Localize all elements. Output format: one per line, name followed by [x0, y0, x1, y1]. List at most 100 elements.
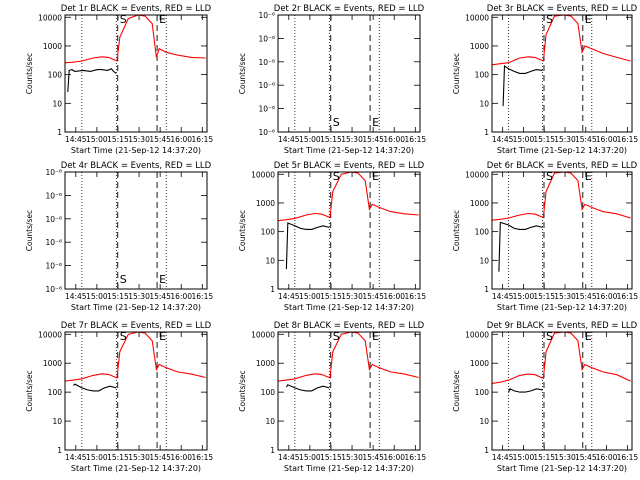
x-tick-label: 15:00 — [299, 135, 321, 144]
x-axis-label: Start Time (21-Sep-12 14:37:20) — [497, 146, 627, 155]
x-tick-label: 15:15 — [320, 453, 342, 462]
plot-frame — [491, 171, 633, 290]
x-axis-label: Start Time (21-Sep-12 14:37:20) — [284, 146, 414, 155]
lld-series-line — [277, 171, 419, 222]
end-marker: E — [372, 116, 379, 129]
x-tick-label: 14:45 — [65, 453, 87, 462]
x-tick-label: 16:15 — [405, 292, 427, 301]
y-tick-label: 10 — [265, 256, 275, 265]
y-tick-label: 10⁻⁶ — [45, 168, 62, 177]
y-tick-label: 10 — [479, 256, 489, 265]
x-tick-label: 14:45 — [278, 292, 300, 301]
x-axis-label: Start Time (21-Sep-12 14:37:20) — [284, 464, 414, 473]
panel-title: Det 1r BLACK = Events, RED = LLD — [61, 4, 212, 14]
x-tick-label: 15:30 — [128, 292, 150, 301]
x-tick-label: 16:15 — [192, 135, 214, 144]
y-tick-label: 1 — [484, 446, 489, 455]
x-tick-label: 15:00 — [86, 135, 108, 144]
panel-title: Det 4r BLACK = Events, RED = LLD — [61, 161, 212, 171]
x-tick-label: 16:00 — [170, 135, 192, 144]
end-marker: E — [159, 273, 166, 286]
y-tick-label: 10⁻⁶ — [258, 34, 275, 43]
y-tick-label: 10⁻⁶ — [258, 58, 275, 67]
y-tick-label: 10⁻⁶ — [45, 191, 62, 200]
x-tick-label: 15:00 — [513, 453, 535, 462]
start-marker: S — [120, 273, 127, 286]
panel-title: Det 3r BLACK = Events, RED = LLD — [487, 4, 638, 14]
x-tick-label: 16:15 — [192, 453, 214, 462]
x-tick-label: 15:30 — [341, 135, 363, 144]
x-axis-label: Start Time (21-Sep-12 14:37:20) — [71, 303, 201, 312]
x-tick-label: 15:30 — [341, 292, 363, 301]
y-tick-label: 100 — [261, 228, 276, 237]
x-axis-label: Start Time (21-Sep-12 14:37:20) — [71, 464, 201, 473]
x-tick-label: 16:00 — [383, 135, 405, 144]
y-tick-label: 1 — [270, 446, 275, 455]
plot-frame — [277, 14, 421, 133]
y-axis-label: Counts/sec — [452, 370, 461, 411]
events-series-line — [73, 383, 117, 392]
y-tick-label: 10000 — [465, 330, 489, 339]
x-tick-label: 16:00 — [383, 453, 405, 462]
x-tick-label: 15:45 — [362, 135, 384, 144]
x-tick-label: 15:45 — [362, 453, 384, 462]
panel-title: Det 7r BLACK = Events, RED = LLD — [61, 321, 212, 331]
x-tick-label: 15:30 — [128, 453, 150, 462]
x-tick-label: 15:45 — [149, 292, 171, 301]
end-marker: E — [372, 330, 379, 343]
y-tick-label: 10000 — [251, 170, 275, 179]
y-tick-label: 100 — [475, 228, 490, 237]
end-marker: E — [585, 330, 592, 343]
x-axis-label: Start Time (21-Sep-12 14:37:20) — [497, 464, 627, 473]
x-tick-label: 15:15 — [107, 453, 129, 462]
y-tick-label: 1000 — [256, 199, 275, 208]
x-tick-label: 15:00 — [299, 292, 321, 301]
end-marker: E — [159, 330, 166, 343]
y-tick-label: 1000 — [470, 359, 489, 368]
x-tick-label: 14:45 — [278, 135, 300, 144]
plot-frame — [64, 171, 208, 290]
x-tick-label: 15:15 — [107, 135, 129, 144]
y-tick-label: 1000 — [43, 42, 62, 51]
y-tick-label: 10⁻⁶ — [258, 81, 275, 90]
plot-frame — [491, 331, 633, 451]
x-tick-label: 15:00 — [513, 292, 535, 301]
y-tick-label: 10⁻⁶ — [258, 128, 275, 137]
x-tick-label: 15:45 — [575, 135, 597, 144]
x-tick-label: 14:45 — [492, 292, 514, 301]
y-axis-label: Counts/sec — [238, 370, 247, 411]
end-marker: E — [585, 170, 592, 183]
x-tick-label: 15:45 — [575, 292, 597, 301]
start-marker: S — [120, 13, 127, 26]
detector-panel: Det 4r BLACK = Events, RED = LLD 14:45 15:… — [25, 161, 213, 312]
x-tick-label: 15:30 — [341, 453, 363, 462]
plot-frame — [491, 14, 633, 133]
start-marker: S — [333, 170, 340, 183]
start-marker: S — [333, 330, 340, 343]
x-tick-label: 16:15 — [405, 135, 427, 144]
x-tick-label: 15:15 — [533, 135, 555, 144]
x-tick-label: 14:45 — [65, 292, 87, 301]
y-tick-label: 100 — [475, 71, 490, 80]
x-tick-label: 16:15 — [192, 292, 214, 301]
x-tick-label: 15:15 — [107, 292, 129, 301]
x-axis-label: Start Time (21-Sep-12 14:37:20) — [71, 146, 201, 155]
plot-frame — [277, 331, 421, 451]
x-tick-label: 16:00 — [170, 453, 192, 462]
y-tick-label: 10 — [52, 99, 62, 108]
y-tick-label: 1000 — [43, 359, 62, 368]
start-marker: S — [546, 170, 553, 183]
x-tick-label: 16:00 — [596, 453, 618, 462]
y-tick-label: 100 — [261, 388, 276, 397]
panel-title: Det 2r BLACK = Events, RED = LLD — [274, 4, 425, 14]
plot-frame — [64, 331, 208, 451]
x-tick-label: 15:00 — [86, 453, 108, 462]
x-tick-label: 15:30 — [554, 292, 576, 301]
x-tick-label: 16:15 — [617, 292, 639, 301]
panel-title: Det 9r BLACK = Events, RED = LLD — [487, 321, 638, 331]
